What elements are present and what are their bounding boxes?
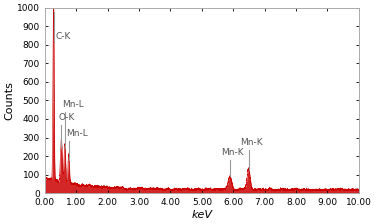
Y-axis label: Counts: Counts <box>4 81 14 120</box>
Text: C-K: C-K <box>56 32 71 41</box>
Text: Mn-L: Mn-L <box>62 100 83 109</box>
Text: Mn-K: Mn-K <box>240 138 263 147</box>
Text: Mn-K: Mn-K <box>221 148 243 157</box>
Text: Mn-L: Mn-L <box>66 129 88 138</box>
Text: O-K: O-K <box>59 113 75 122</box>
X-axis label: keV: keV <box>191 210 212 220</box>
